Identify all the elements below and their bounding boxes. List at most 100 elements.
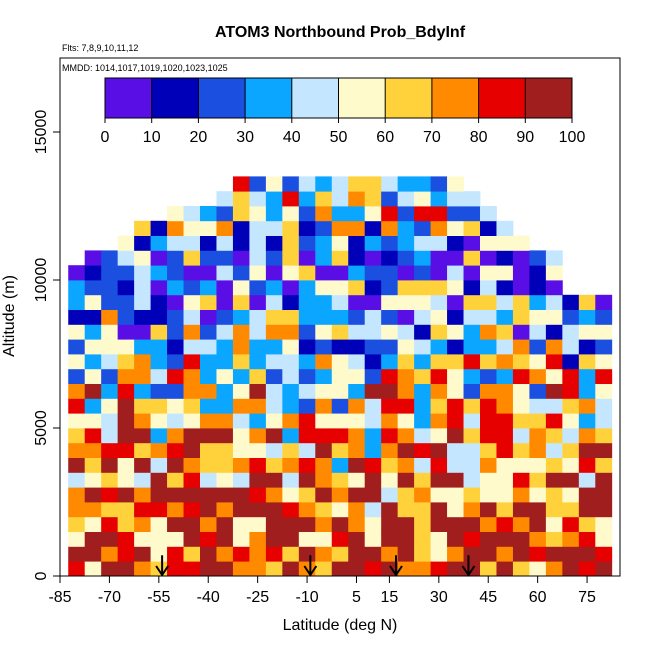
heatmap-cell (381, 324, 399, 340)
heatmap-cell (167, 235, 184, 251)
heatmap-cell (68, 516, 86, 532)
heatmap-cell (84, 472, 102, 488)
heatmap-cell (480, 442, 497, 458)
heatmap-cell (150, 531, 168, 547)
heatmap-cell (84, 561, 102, 577)
heatmap-cell (216, 428, 234, 444)
heatmap-cell (512, 280, 530, 296)
heatmap-cell (512, 265, 530, 281)
heatmap-cell (150, 235, 168, 251)
heatmap-cell (595, 309, 613, 325)
heatmap-cell (183, 368, 201, 384)
heatmap-cell (315, 457, 333, 473)
heatmap-cell (447, 176, 464, 192)
heatmap-cell (183, 280, 201, 296)
heatmap-cell (414, 250, 431, 266)
heatmap-cell (414, 561, 431, 577)
colorbar-segment (385, 78, 433, 118)
heatmap-cell (512, 457, 530, 473)
x-axis-label: Latitude (deg N) (283, 617, 398, 634)
heatmap-cell (529, 309, 547, 325)
heatmap-cell (364, 428, 382, 444)
heatmap-cell (216, 383, 234, 399)
heatmap-cell (348, 502, 366, 518)
heatmap-cell (101, 250, 119, 266)
heatmap-cell (68, 442, 86, 458)
heatmap-cell (84, 516, 102, 532)
heatmap-cell (134, 235, 151, 251)
heatmap-cell (117, 354, 135, 370)
heatmap-cell (364, 324, 382, 340)
heatmap-cell (200, 487, 217, 503)
heatmap-cell (397, 309, 415, 325)
heatmap-cell (249, 398, 267, 414)
heatmap-cell (101, 324, 119, 340)
heatmap-cell (216, 294, 234, 310)
heatmap-cell (414, 220, 431, 236)
heatmap-cell (545, 339, 563, 355)
heatmap-cell (265, 561, 283, 577)
heatmap-cell (480, 265, 497, 281)
heatmap-cell (463, 487, 481, 503)
heatmap-cell (348, 309, 366, 325)
heatmap-cell (183, 516, 201, 532)
heatmap-cell (150, 265, 168, 281)
heatmap-cell (397, 531, 415, 547)
heatmap-cell (265, 191, 283, 207)
heatmap-cell (84, 413, 102, 429)
colorbar-tick-label: 0 (101, 129, 110, 146)
heatmap-cell (496, 294, 514, 310)
heatmap-cell (282, 561, 300, 577)
heatmap-cell (315, 383, 333, 399)
heatmap-cell (68, 398, 86, 414)
heatmap-cell (430, 324, 448, 340)
colorbar-tick-label: 20 (190, 129, 208, 146)
heatmap-cell (68, 309, 86, 325)
heatmap-cell (447, 294, 464, 310)
heatmap-cell (150, 354, 168, 370)
heatmap-cell (480, 294, 497, 310)
heatmap-cell (183, 235, 201, 251)
heatmap-cell (447, 324, 464, 340)
heatmap-cell (578, 546, 596, 562)
heatmap-cell (84, 250, 102, 266)
heatmap-cell (529, 294, 547, 310)
heatmap-cell (117, 339, 135, 355)
heatmap-cell (134, 516, 151, 532)
heatmap-cell (298, 487, 316, 503)
heatmap-cell (265, 294, 283, 310)
heatmap-cell (381, 546, 399, 562)
heatmap-cell (364, 442, 382, 458)
heatmap-cell (216, 413, 234, 429)
heatmap-cell (447, 398, 464, 414)
heatmap-cell (167, 487, 184, 503)
heatmap-cell (101, 309, 119, 325)
heatmap-cell (232, 191, 250, 207)
heatmap-cell (84, 294, 102, 310)
heatmap-cell (282, 309, 300, 325)
heatmap-cell (331, 368, 349, 384)
heatmap-cell (463, 324, 481, 340)
heatmap-cell (545, 531, 563, 547)
heatmap-cell (282, 176, 300, 192)
heatmap-cell (117, 428, 135, 444)
heatmap-cell (562, 354, 580, 370)
heatmap-cell (348, 294, 366, 310)
heatmap-cell (447, 339, 464, 355)
heatmap-cell (298, 354, 316, 370)
heatmap-cell (562, 442, 580, 458)
chart-title: ATOM3 Northbound Prob_BdyInf (215, 24, 466, 41)
heatmap-cell (381, 531, 399, 547)
heatmap-cell (545, 487, 563, 503)
heatmap-cell (529, 280, 547, 296)
heatmap-cell (364, 206, 382, 222)
heatmap-cell (265, 324, 283, 340)
heatmap-cells (68, 176, 613, 577)
heatmap-cell (414, 516, 431, 532)
heatmap-cell (414, 235, 431, 251)
heatmap-cell (430, 516, 448, 532)
heatmap-cell (68, 324, 86, 340)
heatmap-cell (232, 428, 250, 444)
heatmap-cell (167, 339, 184, 355)
